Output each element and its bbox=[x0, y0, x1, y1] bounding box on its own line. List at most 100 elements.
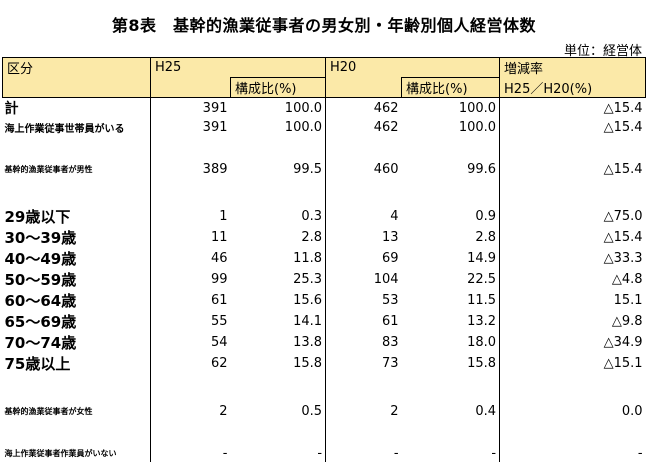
h25-count: 46 bbox=[150, 248, 231, 269]
h25-count: 54 bbox=[150, 332, 231, 353]
h20-ratio: 18.0 bbox=[467, 335, 497, 350]
row-label: 海上作業従事世帯員がいる bbox=[4, 123, 125, 135]
h25-ratio: 14.1 bbox=[293, 314, 323, 329]
table-row: 40～49歳 46 11.8 69 14.9 △33.3 bbox=[3, 248, 646, 269]
h25-ratio: 0.3 bbox=[301, 209, 323, 224]
change-rate: △15.4 bbox=[499, 160, 646, 178]
h20-count: 104 bbox=[325, 269, 402, 290]
h25-ratio: 15.8 bbox=[293, 356, 323, 371]
h20-count: 69 bbox=[325, 248, 402, 269]
table-row: 基幹的漁業従事者が女性 2 0.5 2 0.4 0.0 bbox=[3, 402, 646, 420]
table-row: 30～39歳 11 2.8 13 2.8 △15.4 bbox=[3, 227, 646, 248]
h25-ratio: 2.8 bbox=[301, 230, 323, 245]
table-row: 海上作業従事者作業員がいない - - - - - bbox=[3, 444, 646, 462]
header-h25: H25 bbox=[149, 57, 327, 78]
h25-count: 55 bbox=[150, 311, 231, 332]
h25-count: 2 bbox=[150, 402, 231, 420]
h20-ratio: 0.4 bbox=[475, 403, 497, 419]
h25-ratio: 99.5 bbox=[293, 161, 323, 177]
statistics-table: 区分 H25 H20 増減率 構成比(%) 構成比(%) H25／H20(%) … bbox=[2, 57, 647, 462]
h25-ratio: 13.8 bbox=[293, 335, 323, 350]
h20-ratio: 22.5 bbox=[467, 272, 497, 287]
h20-ratio: 14.9 bbox=[467, 251, 497, 266]
row-label: 40～49歳 bbox=[4, 250, 77, 268]
table-row: 基幹的漁業従事者が男性 389 99.5 460 99.6 △15.4 bbox=[3, 160, 646, 178]
change-rate: △4.8 bbox=[499, 269, 646, 290]
row-label: 75歳以上 bbox=[4, 355, 71, 373]
header-ratio-h20: 構成比(%) bbox=[401, 77, 501, 98]
h20-ratio: 2.8 bbox=[475, 230, 497, 245]
change-rate: - bbox=[499, 444, 646, 462]
h25-count: 389 bbox=[150, 160, 231, 178]
h25-ratio: - bbox=[317, 445, 323, 461]
h25-count: 1 bbox=[150, 206, 231, 227]
unit-label: 単位：経営体 bbox=[563, 44, 642, 59]
h20-count: 460 bbox=[325, 160, 402, 178]
change-rate: △9.8 bbox=[499, 311, 646, 332]
h25-count: 11 bbox=[150, 227, 231, 248]
table-row: 60～64歳 61 15.6 53 11.5 15.1 bbox=[3, 290, 646, 311]
change-rate: △34.9 bbox=[499, 332, 646, 353]
h20-ratio: 13.2 bbox=[467, 314, 497, 329]
table-row: 29歳以下 1 0.3 4 0.9 △75.0 bbox=[3, 206, 646, 227]
table-row: 65～69歳 55 14.1 61 13.2 △9.8 bbox=[3, 311, 646, 332]
h25-ratio: 15.6 bbox=[293, 293, 323, 308]
h25-count: 99 bbox=[150, 269, 231, 290]
header-category: 区分 bbox=[2, 57, 151, 78]
row-label: 計 bbox=[4, 101, 19, 117]
h25-count: - bbox=[150, 444, 231, 462]
table-header: 区分 H25 H20 増減率 構成比(%) 構成比(%) H25／H20(%) bbox=[2, 57, 647, 98]
change-rate: △15.4 bbox=[499, 118, 646, 136]
table-row: 75歳以上 62 15.8 73 15.8 △15.1 bbox=[3, 353, 646, 374]
h20-ratio: 100.0 bbox=[458, 119, 497, 135]
h20-count: 61 bbox=[325, 311, 402, 332]
row-label: 海上作業従事者作業員がいない bbox=[4, 448, 117, 458]
h25-ratio: 100.0 bbox=[284, 100, 323, 116]
row-label: 65～69歳 bbox=[4, 313, 77, 331]
h20-count: 83 bbox=[325, 332, 402, 353]
change-rate: 0.0 bbox=[499, 402, 646, 420]
h20-count: 73 bbox=[325, 353, 402, 374]
h20-ratio: 100.0 bbox=[458, 100, 497, 116]
h20-ratio: 15.8 bbox=[467, 356, 497, 371]
change-rate: 15.1 bbox=[499, 290, 646, 311]
h25-ratio: 0.5 bbox=[301, 403, 323, 419]
page-title: 第8表 基幹的漁業従事者の男女別・年齢別個人経営体数 bbox=[111, 16, 537, 35]
h20-ratio: 11.5 bbox=[467, 293, 497, 308]
change-rate: △33.3 bbox=[499, 248, 646, 269]
h20-ratio: 99.6 bbox=[467, 161, 497, 177]
row-label: 基幹的漁業従事者が女性 bbox=[4, 406, 93, 416]
h20-count: 53 bbox=[325, 290, 402, 311]
h20-ratio: - bbox=[491, 445, 497, 461]
h25-count: 62 bbox=[150, 353, 231, 374]
h20-count: 462 bbox=[325, 97, 402, 118]
table-row: 50～59歳 99 25.3 104 22.5 △4.8 bbox=[3, 269, 646, 290]
row-label: 30～39歳 bbox=[4, 229, 77, 247]
header-h20: H20 bbox=[325, 57, 501, 78]
h25-count: 61 bbox=[150, 290, 231, 311]
row-label: 29歳以下 bbox=[4, 208, 71, 226]
table-row: 計 391 100.0 462 100.0 △15.4 bbox=[3, 97, 646, 118]
h20-count: 4 bbox=[325, 206, 402, 227]
h20-count: - bbox=[325, 444, 402, 462]
change-rate: △15.4 bbox=[499, 227, 646, 248]
change-rate: △75.0 bbox=[499, 206, 646, 227]
table-row: 海上作業従事世帯員がいる 391 100.0 462 100.0 △15.4 bbox=[3, 118, 646, 136]
h25-count: 391 bbox=[150, 97, 231, 118]
header-rate: 増減率 bbox=[499, 57, 647, 78]
h20-count: 2 bbox=[325, 402, 402, 420]
row-label: 50～59歳 bbox=[4, 271, 77, 289]
row-label: 70～74歳 bbox=[4, 334, 77, 352]
h25-count: 391 bbox=[150, 118, 231, 136]
row-label: 基幹的漁業従事者が男性 bbox=[4, 164, 93, 174]
h25-ratio: 100.0 bbox=[284, 119, 323, 135]
row-label: 60～64歳 bbox=[4, 292, 77, 310]
h25-ratio: 11.8 bbox=[293, 251, 323, 266]
header-rate-sub: H25／H20(%) bbox=[499, 77, 647, 98]
h20-count: 13 bbox=[325, 227, 402, 248]
header-ratio-h25: 構成比(%) bbox=[229, 77, 327, 98]
change-rate: △15.1 bbox=[499, 353, 646, 374]
h20-ratio: 0.9 bbox=[475, 209, 497, 224]
h20-count: 462 bbox=[325, 118, 402, 136]
table-row: 70～74歳 54 13.8 83 18.0 △34.9 bbox=[3, 332, 646, 353]
